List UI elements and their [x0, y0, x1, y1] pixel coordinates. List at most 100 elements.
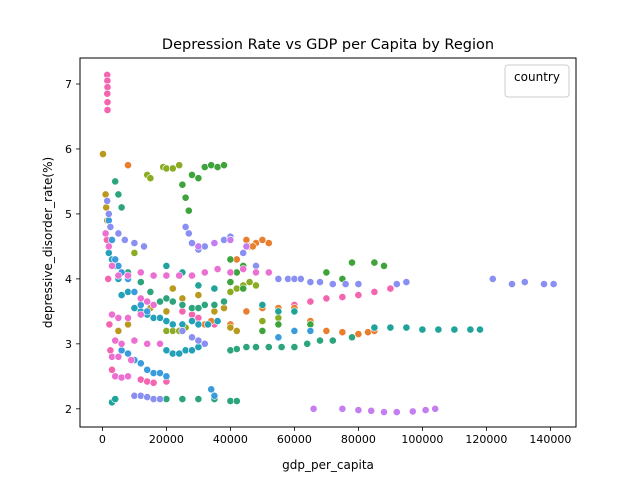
data-point: [104, 274, 113, 283]
data-point: [162, 317, 171, 325]
data-point: [274, 320, 283, 329]
x-tick-label: 120000: [465, 433, 507, 446]
data-point: [316, 336, 324, 345]
data-point: [402, 323, 411, 332]
data-point: [184, 229, 193, 238]
data-point: [194, 336, 203, 345]
data-point: [117, 339, 126, 348]
data-point: [194, 242, 203, 251]
data-point: [136, 391, 145, 400]
y-tick-label: 4: [65, 273, 72, 286]
y-tick-label: 6: [65, 143, 72, 156]
data-point: [130, 239, 139, 247]
data-point: [114, 326, 123, 335]
data-point: [200, 163, 209, 171]
x-tick-label: 60000: [277, 433, 312, 446]
data-point: [104, 209, 113, 218]
y-tick-label: 3: [65, 338, 72, 351]
data-point: [306, 278, 315, 286]
data-point: [520, 278, 529, 286]
data-point: [421, 406, 430, 414]
data-point: [124, 161, 132, 170]
data-point: [303, 339, 312, 348]
data-point: [210, 391, 219, 400]
data-point: [207, 161, 216, 170]
data-point: [488, 274, 497, 283]
data-point: [364, 328, 372, 337]
data-point: [466, 325, 475, 334]
data-point: [103, 76, 112, 85]
data-point: [117, 373, 126, 382]
chart-title: Depression Rate vs GDP per Capita by Reg…: [162, 37, 494, 53]
data-point: [194, 395, 203, 403]
data-point: [338, 293, 347, 301]
data-point: [117, 346, 126, 355]
data-point: [232, 345, 241, 353]
data-point: [194, 304, 203, 312]
data-point: [226, 323, 235, 332]
data-point: [252, 281, 260, 290]
data-point: [274, 274, 283, 283]
data-point: [264, 343, 273, 351]
data-point: [306, 297, 315, 306]
data-point: [188, 333, 196, 342]
data-point: [175, 271, 184, 280]
data-point: [242, 242, 251, 251]
data-point: [213, 163, 222, 171]
data-point: [108, 261, 116, 270]
data-point: [239, 284, 248, 293]
data-point: [226, 235, 235, 244]
data-point: [143, 307, 152, 316]
data-point: [392, 408, 401, 416]
data-point: [140, 242, 148, 251]
data-point: [306, 326, 315, 335]
data-point: [226, 268, 235, 277]
data-point: [277, 343, 286, 351]
data-point: [200, 339, 209, 348]
data-point: [226, 287, 235, 296]
x-tick-label: 80000: [341, 433, 376, 446]
data-point: [136, 359, 145, 368]
data-point: [178, 294, 187, 303]
data-point: [252, 268, 260, 277]
y-tick-label: 2: [65, 403, 72, 416]
data-point: [168, 320, 177, 329]
data-point: [380, 261, 388, 270]
data-point: [124, 271, 132, 280]
data-point: [188, 317, 196, 325]
data-point: [338, 328, 347, 337]
legend: country: [504, 64, 570, 98]
data-point: [328, 336, 337, 345]
data-point: [252, 261, 260, 270]
data-point: [149, 300, 158, 309]
data-point: [226, 278, 235, 286]
data-point: [162, 372, 171, 381]
data-point: [188, 271, 196, 280]
data-point: [156, 395, 164, 403]
data-point: [370, 258, 379, 267]
data-point: [274, 333, 283, 342]
data-point: [354, 291, 363, 299]
x-tick-label: 140000: [529, 433, 571, 446]
legend-box: [504, 64, 570, 98]
data-point: [124, 320, 132, 329]
data-point: [143, 393, 152, 401]
data-point: [207, 385, 216, 394]
data-point: [434, 325, 443, 334]
data-point: [380, 408, 388, 416]
data-point: [370, 287, 379, 296]
x-tick-label: 100000: [401, 433, 443, 446]
data-point: [290, 307, 299, 316]
data-point: [354, 406, 363, 414]
data-point: [103, 98, 112, 107]
plot-frame: [79, 57, 577, 428]
data-point: [114, 190, 123, 199]
data-point: [210, 300, 219, 309]
data-point: [549, 280, 558, 288]
data-point: [450, 325, 459, 334]
data-point: [102, 203, 111, 212]
data-point: [290, 343, 299, 351]
data-point: [194, 343, 203, 351]
data-point: [127, 356, 136, 364]
data-point: [156, 369, 164, 377]
